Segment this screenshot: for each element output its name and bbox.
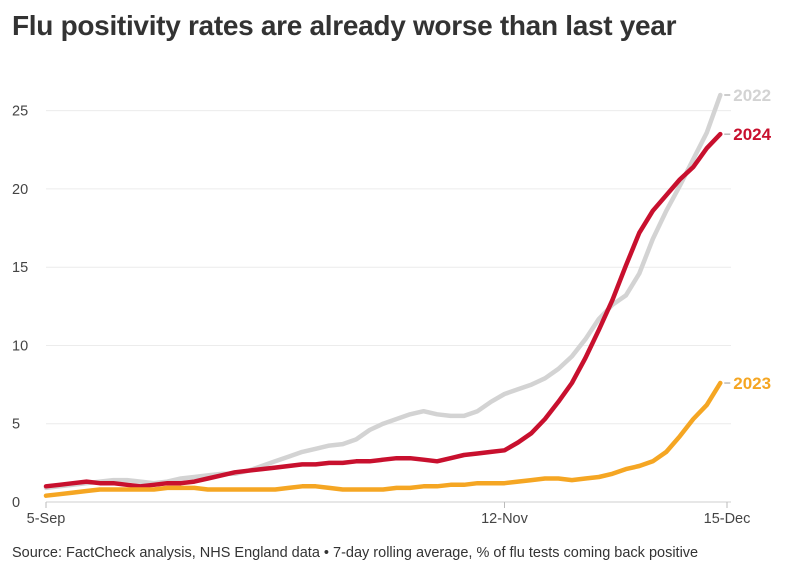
series-lines xyxy=(43,92,723,498)
x-tick-label: 15-Dec xyxy=(704,511,751,527)
y-tick-label: 5 xyxy=(12,417,20,433)
y-axis-ticks: 0 5 10 15 20 25 xyxy=(12,104,28,511)
series-end-labels: 2022 2024 2023 xyxy=(724,86,772,393)
series-line-2023 xyxy=(43,380,723,498)
y-tick-label: 25 xyxy=(12,104,28,120)
series-line-2022 xyxy=(43,92,723,491)
series-label-2022: 2022 xyxy=(733,86,771,105)
y-tick-label: 10 xyxy=(12,338,28,354)
source-note: Source: FactCheck analysis, NHS England … xyxy=(12,545,699,561)
y-tick-label: 15 xyxy=(12,260,28,276)
gridlines xyxy=(46,110,731,503)
chart-title: Flu positivity rates are already worse t… xyxy=(12,10,677,41)
series-line-2024 xyxy=(43,131,723,489)
x-axis-ticks: 5-Sep 12-Nov 15-Dec xyxy=(27,502,751,527)
x-tick-label: 12-Nov xyxy=(481,511,528,527)
x-tick-label: 5-Sep xyxy=(27,511,66,527)
series-label-2023: 2023 xyxy=(733,374,771,393)
y-tick-label: 20 xyxy=(12,182,28,198)
series-label-2024: 2024 xyxy=(733,125,771,144)
y-tick-label: 0 xyxy=(12,495,20,511)
